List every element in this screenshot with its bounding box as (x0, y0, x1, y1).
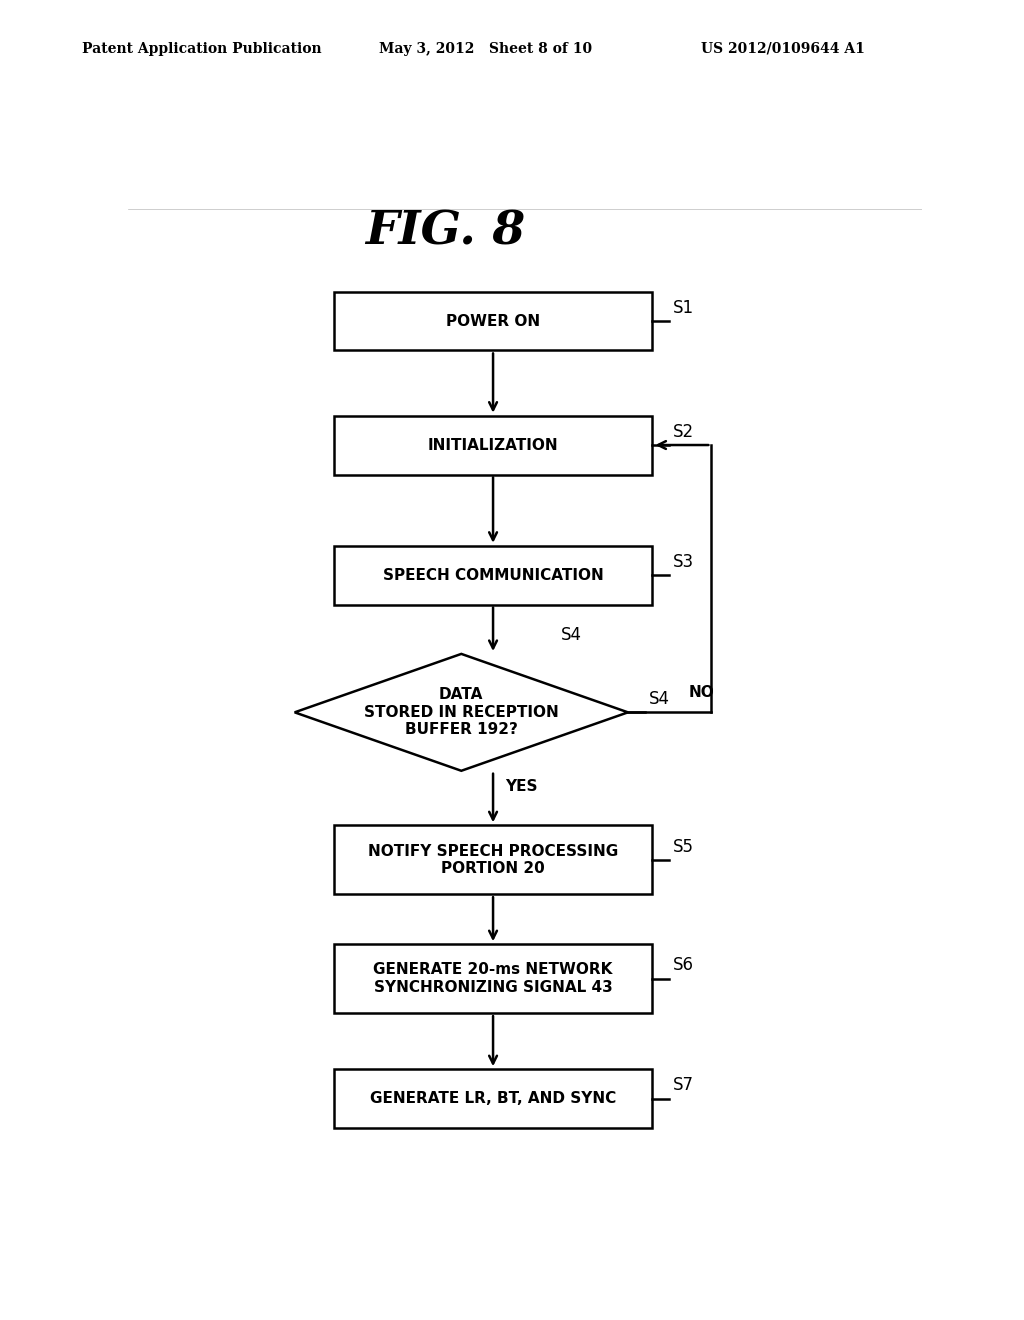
FancyBboxPatch shape (334, 545, 652, 605)
FancyBboxPatch shape (334, 825, 652, 894)
Text: GENERATE LR, BT, AND SYNC: GENERATE LR, BT, AND SYNC (370, 1092, 616, 1106)
Text: US 2012/0109644 A1: US 2012/0109644 A1 (701, 42, 865, 55)
Text: S2: S2 (673, 422, 693, 441)
FancyBboxPatch shape (334, 944, 652, 1014)
Text: S1: S1 (673, 298, 693, 317)
FancyBboxPatch shape (334, 416, 652, 474)
Text: FIG. 8: FIG. 8 (366, 209, 525, 255)
FancyBboxPatch shape (334, 292, 652, 351)
Text: DATA
STORED IN RECEPTION
BUFFER 192?: DATA STORED IN RECEPTION BUFFER 192? (364, 688, 559, 738)
Text: NOTIFY SPEECH PROCESSING
PORTION 20: NOTIFY SPEECH PROCESSING PORTION 20 (368, 843, 618, 876)
Text: SPEECH COMMUNICATION: SPEECH COMMUNICATION (383, 568, 603, 582)
Text: S3: S3 (673, 553, 693, 572)
Polygon shape (295, 653, 628, 771)
Text: May 3, 2012   Sheet 8 of 10: May 3, 2012 Sheet 8 of 10 (379, 42, 592, 55)
Text: S4: S4 (648, 690, 670, 708)
Text: GENERATE 20-ms NETWORK
SYNCHRONIZING SIGNAL 43: GENERATE 20-ms NETWORK SYNCHRONIZING SIG… (374, 962, 612, 995)
Text: Patent Application Publication: Patent Application Publication (82, 42, 322, 55)
FancyBboxPatch shape (334, 1069, 652, 1129)
Text: INITIALIZATION: INITIALIZATION (428, 437, 558, 453)
Text: S7: S7 (673, 1076, 693, 1094)
Text: S4: S4 (561, 626, 583, 644)
Text: S6: S6 (673, 957, 693, 974)
Text: S5: S5 (673, 837, 693, 855)
Text: YES: YES (505, 779, 538, 793)
Text: POWER ON: POWER ON (446, 314, 540, 329)
Text: NO: NO (688, 685, 714, 700)
